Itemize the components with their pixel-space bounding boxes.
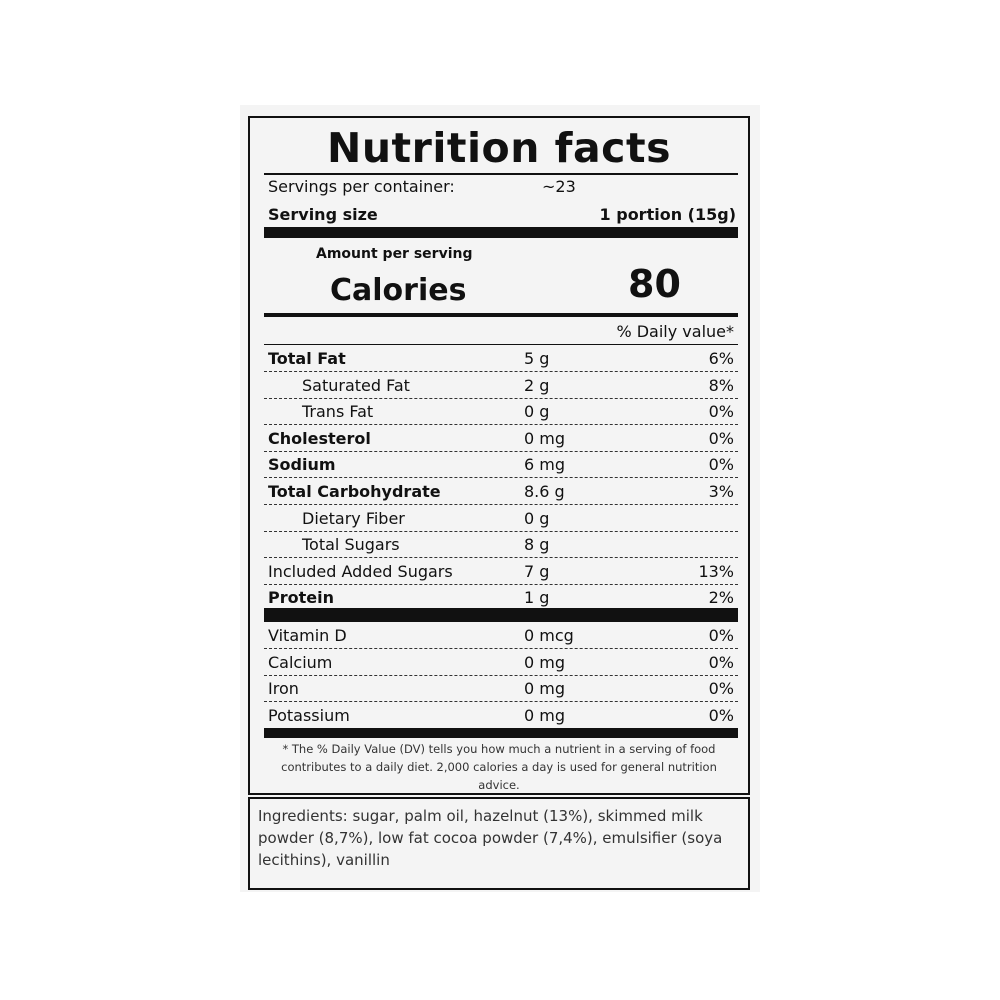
- nutrient-amount: 0 g: [524, 508, 550, 528]
- nutrient-row: Total Sugars 8 g: [264, 531, 738, 559]
- nutrient-amount: 0 g: [524, 402, 550, 422]
- nutrient-amount: 0 mg: [524, 705, 566, 725]
- nutrient-name: Dietary Fiber: [302, 508, 405, 528]
- nutrient-name: Vitamin D: [268, 626, 347, 645]
- nutrient-row: Iron 0 mg 0%: [264, 675, 738, 703]
- nutrient-daily-value: 0%: [708, 652, 734, 672]
- nutrient-daily-value: 3%: [708, 482, 734, 501]
- nutrient-daily-value: 0%: [708, 679, 734, 699]
- ingredients-panel: Ingredients: sugar, palm oil, hazelnut (…: [248, 797, 750, 890]
- nutrient-row: Vitamin D 0 mcg 0%: [264, 622, 738, 649]
- nutrient-row: Saturated Fat 2 g 8%: [264, 372, 738, 399]
- servings-value: ~23: [542, 177, 576, 196]
- nutrient-amount: 0 mg: [524, 652, 566, 672]
- nutrient-name: Cholesterol: [268, 428, 371, 448]
- nutrient-amount: 7 g: [524, 561, 550, 581]
- serving-size-value: 1 portion (15g): [599, 205, 736, 224]
- nutrient-name: Calcium: [268, 652, 333, 672]
- nutrient-row: Potassium 0 mg 0%: [264, 702, 738, 729]
- nutrient-daily-value: 6%: [708, 349, 734, 368]
- nutrient-daily-value: 0%: [708, 455, 734, 475]
- nutrient-row: Trans Fat 0 g 0%: [264, 398, 738, 426]
- nutrient-amount: 1 g: [524, 588, 550, 608]
- nutrient-row: Total Carbohydrate 8.6 g 3%: [264, 478, 738, 505]
- nutrient-row: Cholesterol 0 mg 0%: [264, 425, 738, 452]
- servings-label: Servings per container:: [268, 177, 455, 196]
- nutrient-amount: 2 g: [524, 375, 550, 395]
- nutrient-amount: 0 mg: [524, 679, 566, 699]
- nutrient-name: Protein: [268, 588, 334, 608]
- footnote: * The % Daily Value (DV) tells you how m…: [281, 742, 717, 792]
- nutrient-daily-value: 13%: [698, 561, 734, 581]
- nutrient-daily-value: 0%: [708, 705, 734, 725]
- calories-value: 80: [628, 262, 681, 306]
- nutrient-row: Dietary Fiber 0 g: [264, 505, 738, 532]
- nutrient-name: Saturated Fat: [302, 375, 410, 395]
- nutrient-daily-value: 0%: [708, 402, 734, 422]
- nutrient-row: Sodium 6 mg 0%: [264, 451, 738, 479]
- nutrient-amount: 8 g: [524, 535, 550, 555]
- nutrient-amount: 6 mg: [524, 455, 566, 475]
- nutrient-name: Total Carbohydrate: [268, 482, 441, 501]
- nutrition-facts-panel: Nutrition facts Servings per container: …: [248, 116, 750, 795]
- medium-divider: [264, 313, 738, 317]
- nutrient-daily-value: 0%: [708, 428, 734, 448]
- daily-value-header: % Daily value*: [616, 322, 734, 341]
- nutrient-amount: 0 mg: [524, 428, 566, 448]
- serving-size-label: Serving size: [268, 205, 378, 224]
- nutrient-daily-value: 8%: [708, 375, 734, 395]
- nutrient-name: Potassium: [268, 705, 350, 725]
- nutrient-name: Total Sugars: [302, 535, 400, 555]
- nutrient-name: Trans Fat: [302, 402, 374, 422]
- calories-label: Calories: [330, 273, 467, 308]
- nutrient-daily-value: 2%: [708, 588, 734, 608]
- nutrient-row: Included Added Sugars 7 g 13%: [264, 558, 738, 585]
- divider: [264, 344, 738, 345]
- thick-divider: [264, 227, 738, 238]
- nutrient-daily-value: 0%: [708, 626, 734, 645]
- nutrient-name: Included Added Sugars: [268, 561, 453, 581]
- nutrient-amount: 5 g: [524, 349, 550, 368]
- panel-title: Nutrition facts: [327, 124, 671, 172]
- nutrient-name: Iron: [268, 679, 299, 699]
- divider: [264, 173, 738, 175]
- nutrient-name: Sodium: [268, 455, 336, 475]
- amount-per-serving: Amount per serving: [316, 246, 473, 262]
- thick-divider: [264, 728, 738, 738]
- nutrient-amount: 8.6 g: [524, 482, 565, 501]
- nutrient-amount: 0 mcg: [524, 626, 574, 645]
- nutrient-row: Total Fat 5 g 6%: [264, 345, 738, 372]
- nutrient-name: Total Fat: [268, 349, 346, 368]
- nutrient-row: Calcium 0 mg 0%: [264, 649, 738, 676]
- thick-divider: [264, 608, 738, 622]
